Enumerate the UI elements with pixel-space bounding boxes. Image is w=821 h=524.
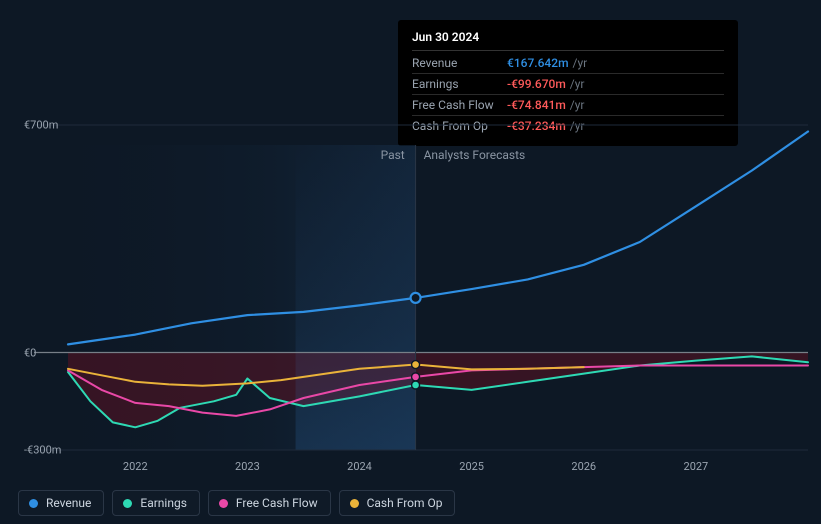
tooltip-metric-label: Free Cash Flow — [412, 98, 507, 112]
y-axis-label: €0 — [24, 346, 36, 359]
legend-dot-icon — [350, 499, 359, 508]
x-axis-label: 2026 — [571, 460, 596, 473]
tooltip-row: Earnings -€99.670m /yr — [412, 74, 724, 95]
section-label-forecast: Analysts Forecasts — [424, 148, 526, 162]
legend-dot-icon — [123, 499, 132, 508]
y-axis-label: €700m — [24, 119, 58, 132]
x-axis-label: 2025 — [459, 460, 484, 473]
legend-item-earnings[interactable]: Earnings — [112, 490, 200, 516]
tooltip-metric-value: -€74.841m — [507, 98, 566, 112]
x-axis-label: 2027 — [684, 460, 709, 473]
chart-plot-area[interactable] — [18, 125, 804, 465]
y-axis-label: -€300m — [24, 444, 61, 457]
legend-dot-icon — [219, 499, 228, 508]
section-label-past: Past — [381, 148, 405, 162]
x-axis-label: 2024 — [347, 460, 372, 473]
legend-label: Free Cash Flow — [236, 496, 318, 510]
chart-svg — [18, 125, 808, 465]
x-axis-label: 2022 — [123, 460, 148, 473]
legend-item-cash-op[interactable]: Cash From Op — [339, 490, 456, 516]
tooltip-metric-value: -€99.670m — [507, 77, 566, 91]
legend-item-fcf[interactable]: Free Cash Flow — [208, 490, 331, 516]
legend-label: Revenue — [46, 496, 91, 510]
financial-chart: { "colors": { "background": "#0d1825", "… — [0, 0, 821, 524]
tooltip-metric-value: €167.642m — [507, 56, 569, 70]
tooltip-metric-unit: /yr — [570, 77, 585, 91]
legend-label: Cash From Op — [367, 496, 443, 510]
tooltip-metric-label: Earnings — [412, 77, 507, 91]
tooltip-metric-unit: /yr — [573, 56, 588, 70]
tooltip-metric-unit: /yr — [570, 98, 585, 112]
legend-dot-icon — [29, 499, 38, 508]
tooltip-row: Revenue €167.642m /yr — [412, 53, 724, 74]
tooltip-date: Jun 30 2024 — [412, 30, 724, 51]
tooltip-metric-label: Revenue — [412, 56, 507, 70]
legend-item-revenue[interactable]: Revenue — [18, 490, 104, 516]
tooltip-row: Free Cash Flow -€74.841m /yr — [412, 95, 724, 116]
legend-label: Earnings — [140, 496, 187, 510]
x-axis-label: 2023 — [235, 460, 260, 473]
chart-legend: Revenue Earnings Free Cash Flow Cash Fro… — [18, 490, 455, 516]
